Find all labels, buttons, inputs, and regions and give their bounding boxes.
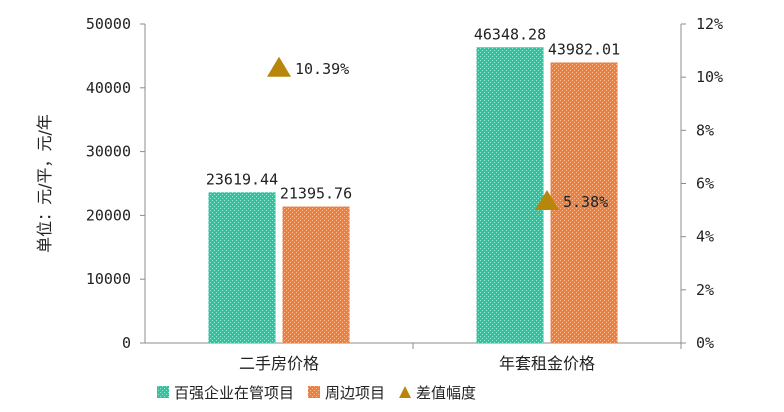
- bar: [208, 192, 276, 343]
- bar-value-label: 46348.28: [474, 25, 546, 43]
- y-tick-label-right: 2%: [696, 281, 714, 299]
- y-tick-label-left: 0: [122, 334, 131, 352]
- y-tick-label-left: 30000: [86, 143, 131, 161]
- markers: 10.39% 5.38%: [267, 56, 608, 211]
- x-category-label: 年套租金价格: [499, 354, 595, 373]
- legend-swatch-triangle: [399, 386, 412, 398]
- y-tick-label-right: 4%: [696, 228, 714, 246]
- legend-label: 周边项目: [325, 384, 385, 402]
- y-tick-label-left: 20000: [86, 206, 131, 224]
- legend-swatch: [157, 386, 169, 398]
- triangle-marker: [535, 189, 559, 210]
- marker-value-label: 5.38%: [563, 193, 608, 211]
- legend-swatch: [308, 386, 321, 398]
- marker-value-label: 10.39%: [295, 60, 349, 78]
- bar-value-label: 43982.01: [548, 40, 620, 58]
- y-tick-label-left: 10000: [86, 270, 131, 288]
- y-tick-label-right: 6%: [696, 175, 714, 193]
- y-tick-label-right: 12%: [696, 15, 723, 33]
- legend-label: 差值幅度: [416, 384, 476, 402]
- bar-value-label: 21395.76: [280, 184, 352, 202]
- bar-value-label: 23619.44: [206, 170, 278, 188]
- legend: 百强企业在管项目 周边项目 差值幅度: [157, 384, 476, 402]
- x-category-label: 二手房价格: [239, 354, 319, 373]
- y-tick-label-right: 0%: [696, 334, 714, 352]
- legend-label: 百强企业在管项目: [174, 384, 294, 402]
- y-tick-label-left: 40000: [86, 79, 131, 97]
- triangle-marker: [267, 56, 291, 77]
- y-tick-label-right: 8%: [696, 121, 714, 139]
- y-tick-label-left: 50000: [86, 15, 131, 33]
- y-tick-label-right: 10%: [696, 68, 723, 86]
- bar: [282, 206, 350, 343]
- y-axis-title: 单位：元/平，元/年: [35, 114, 54, 253]
- bars: 23619.44 46348.28 21395.76 43982.01: [206, 25, 620, 343]
- bar: [476, 47, 544, 343]
- bar: [550, 62, 618, 343]
- axes: 0 10000 20000 30000 40000 50000 0% 2% 4% 6% 8% 10% 1…: [35, 15, 723, 373]
